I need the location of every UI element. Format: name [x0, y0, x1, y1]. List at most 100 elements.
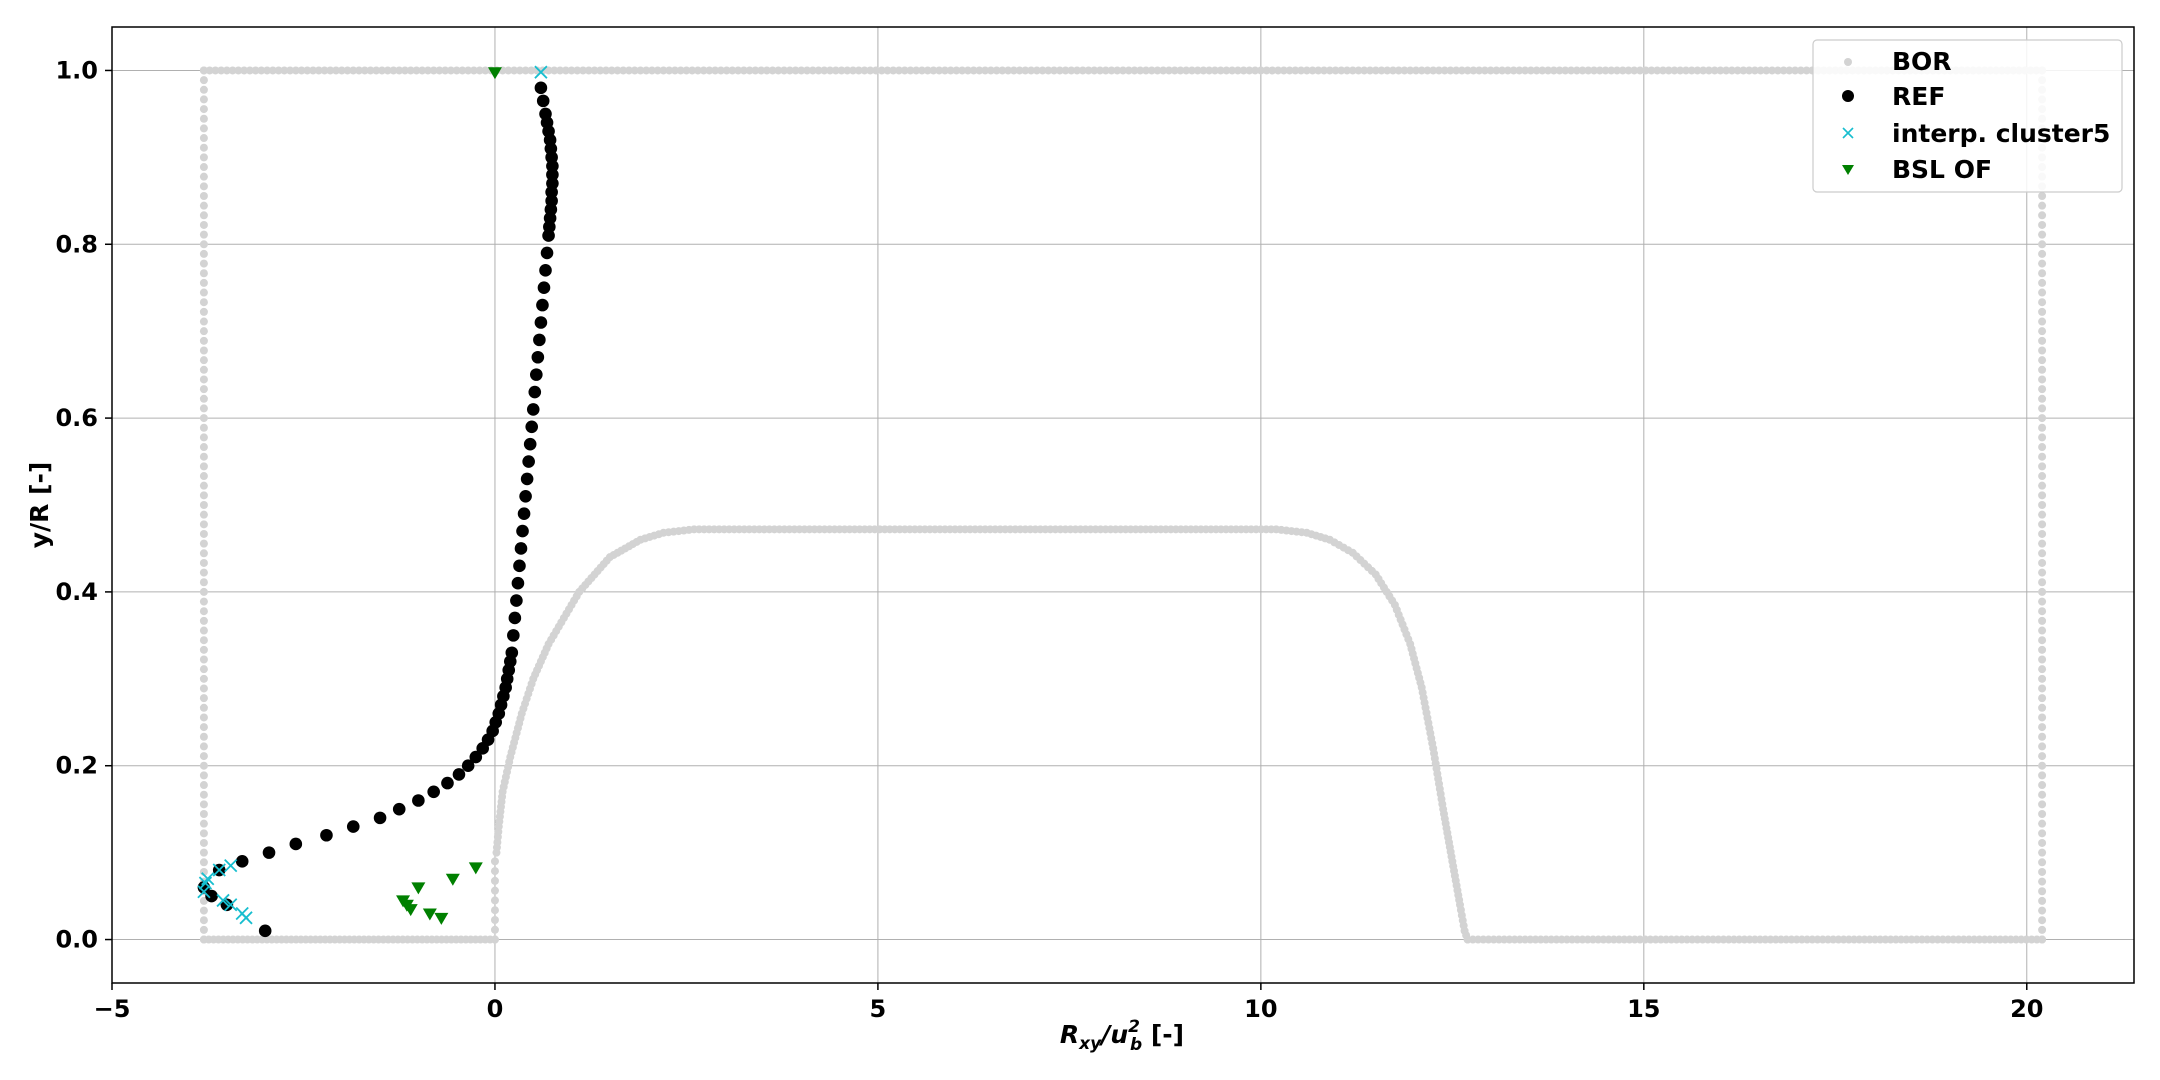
bor-point [1549, 66, 1558, 75]
bor-point [584, 66, 593, 75]
bor-point [900, 66, 909, 75]
bor-point [490, 857, 499, 866]
legend: BOR REF interp. cluster5 BSL OF [1812, 39, 2123, 193]
y-tick-label: 0.8 [55, 230, 98, 258]
bsl-point [411, 882, 426, 895]
bor-point [831, 66, 840, 75]
bor-point [757, 66, 766, 75]
bor-point [780, 66, 789, 75]
bor-point [2038, 365, 2047, 374]
bor-point [199, 394, 208, 403]
bor-point [1544, 66, 1553, 75]
bor-point [481, 66, 490, 75]
bor-point [1745, 66, 1754, 75]
bor-point [199, 829, 208, 838]
bor-point [860, 66, 869, 75]
bor-point [199, 703, 208, 712]
bor-point [199, 423, 208, 432]
bor-point [199, 742, 208, 751]
bor-point [377, 66, 386, 75]
bor-point [199, 723, 208, 732]
bor-point [2038, 472, 2047, 481]
bor-point [2038, 713, 2047, 722]
bor-point [1096, 66, 1105, 75]
bor-point [400, 66, 409, 75]
ref-point [545, 194, 558, 208]
bor-point [889, 66, 898, 75]
bor-point [2038, 414, 2047, 423]
bor-point [257, 66, 266, 75]
bor-point [1274, 66, 1283, 75]
bor-point [199, 259, 208, 268]
bor-point [2038, 819, 2047, 828]
bor-point [199, 626, 208, 635]
bor-point [1337, 66, 1346, 75]
bor-point [1802, 66, 1811, 75]
bor-point [2038, 230, 2047, 239]
bor-point [490, 876, 499, 885]
ref-point [531, 350, 545, 364]
ref-point [510, 594, 523, 607]
bor-point [2038, 491, 2047, 500]
bor-point [199, 298, 208, 307]
legend-marker-interp [1842, 127, 1854, 139]
bor-point [1078, 66, 1087, 75]
bor-point [286, 66, 295, 75]
x-axis-label-unit: [-] [1142, 1020, 1184, 1049]
bor-point [1526, 66, 1535, 75]
bor-point [199, 665, 208, 674]
bor-point [682, 66, 691, 75]
bor-point [510, 66, 519, 75]
bor-point [1038, 66, 1047, 75]
bor-point [527, 66, 536, 75]
bor-point [659, 66, 668, 75]
bor-point [1515, 66, 1524, 75]
bor-point [550, 66, 559, 75]
bor-point [2038, 201, 2047, 210]
y-tick-label: 0.4 [55, 578, 98, 606]
bor-point [199, 211, 208, 220]
bor-point [280, 66, 289, 75]
bor-point [1383, 66, 1392, 75]
bor-point [849, 66, 858, 75]
bor-point [199, 307, 208, 316]
bor-point [1101, 66, 1110, 75]
series-ref [197, 81, 559, 938]
bor-point [1601, 66, 1610, 75]
y-tick-label: 0.2 [55, 752, 98, 780]
bor-point [607, 66, 616, 75]
bor-point [2038, 829, 2047, 838]
bor-point [383, 66, 392, 75]
bor-point [199, 501, 208, 509]
bor-point [1710, 66, 1719, 75]
bor-point [2038, 404, 2047, 413]
bor-point [2038, 346, 2047, 355]
ref-point [536, 94, 550, 108]
ref-point [392, 802, 406, 816]
bor-point [446, 66, 455, 75]
x-axis-label: Rxy/u2 b [-] [1060, 1017, 1184, 1055]
bor-point [326, 66, 335, 75]
ref-point [534, 81, 548, 95]
bor-point [2038, 703, 2047, 712]
bor-point [1434, 66, 1443, 75]
bor-point [1268, 66, 1277, 75]
bor-point [2038, 781, 2047, 790]
bor-point [2038, 626, 2047, 635]
bor-point [1411, 66, 1420, 75]
bor-point [1193, 66, 1202, 75]
bor-point [2038, 278, 2047, 287]
ref-point [412, 794, 425, 807]
bor-point [199, 674, 208, 683]
bor-point [1113, 66, 1122, 75]
bor-point [579, 66, 588, 75]
bor-point [199, 336, 208, 345]
bor-point [199, 771, 208, 780]
bor-point [734, 66, 743, 75]
bor-point [1285, 66, 1294, 75]
ref-point [546, 168, 559, 182]
bor-point [469, 66, 478, 75]
bor-point [360, 66, 369, 75]
bor-point [343, 66, 352, 75]
bor-point [1325, 66, 1334, 75]
